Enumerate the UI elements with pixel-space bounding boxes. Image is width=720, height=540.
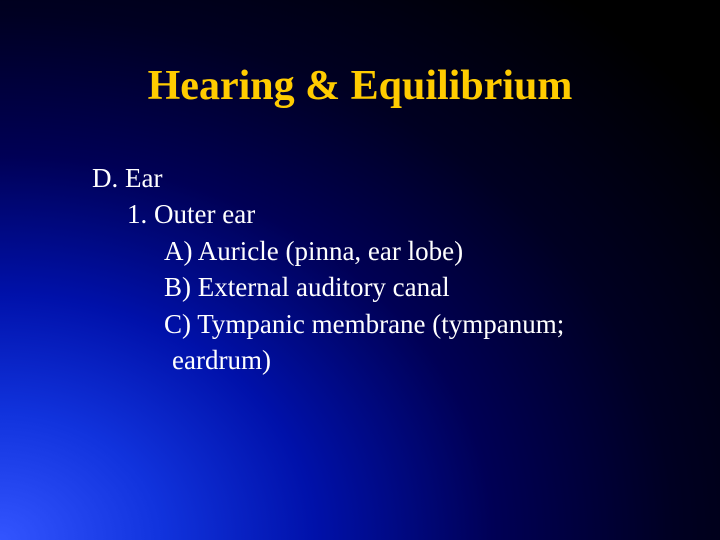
outline-item-b: B) External auditory canal — [164, 269, 564, 305]
outline-item-c-cont: eardrum) — [172, 342, 564, 378]
slide-content: D. Ear 1. Outer ear A) Auricle (pinna, e… — [92, 160, 564, 379]
slide-title: Hearing & Equilibrium — [0, 62, 720, 110]
slide: Hearing & Equilibrium D. Ear 1. Outer ea… — [0, 0, 720, 540]
outline-item-1: 1. Outer ear — [127, 196, 564, 232]
outline-item-d: D. Ear — [92, 160, 564, 196]
outline-item-a: A) Auricle (pinna, ear lobe) — [164, 233, 564, 269]
outline-item-c: C) Tympanic membrane (tympanum; — [164, 306, 564, 342]
